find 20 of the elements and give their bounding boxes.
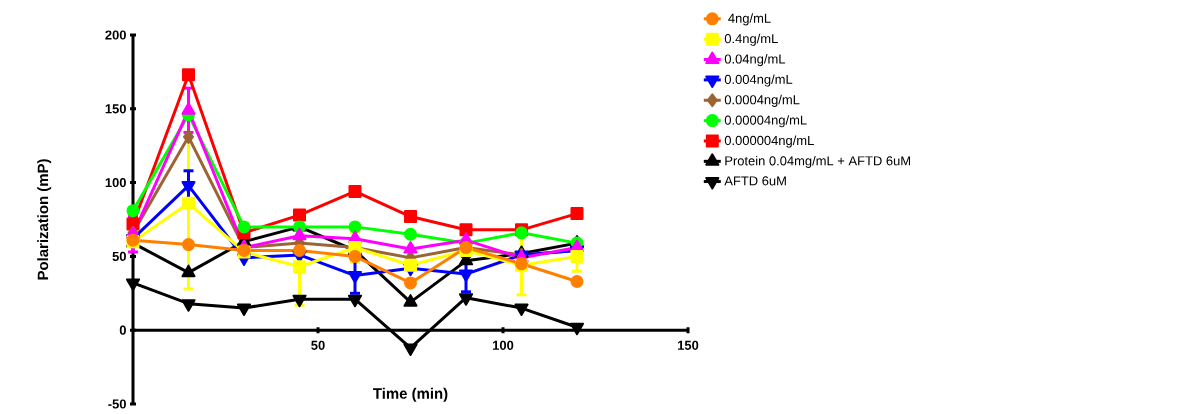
y-tick-label: 150	[105, 104, 126, 114]
x-tick-label: 100	[493, 340, 514, 350]
legend-label: 0.0004ng/mL	[724, 94, 800, 107]
y-tick-label: -50	[108, 399, 126, 409]
legend-label: 0.000004ng/mL	[724, 135, 814, 148]
y-axis-title: Polarization (mP)	[37, 159, 52, 280]
y-tick-label: 0	[119, 325, 126, 335]
legend-label: 0.4ng/mL	[724, 33, 778, 46]
legend-label: 0.004ng/mL	[724, 74, 793, 87]
legend-label: 0.04ng/mL	[724, 54, 786, 67]
y-tick-label: 50	[112, 251, 126, 261]
legend-label: AFTD 6uM	[724, 176, 786, 186]
y-tick-label: 200	[105, 30, 126, 40]
legend-label: Protein 0.04mg/mL + AFTD 6uM	[725, 155, 911, 168]
x-axis-title: Time (min)	[373, 387, 448, 402]
y-tick-label: 100	[105, 178, 126, 188]
x-tick-label: 50	[311, 340, 325, 350]
x-tick-label: 150	[678, 340, 699, 350]
legend-label: 4ng/mL	[728, 13, 771, 26]
legend-label: 0.00004ng/mL	[724, 115, 807, 128]
